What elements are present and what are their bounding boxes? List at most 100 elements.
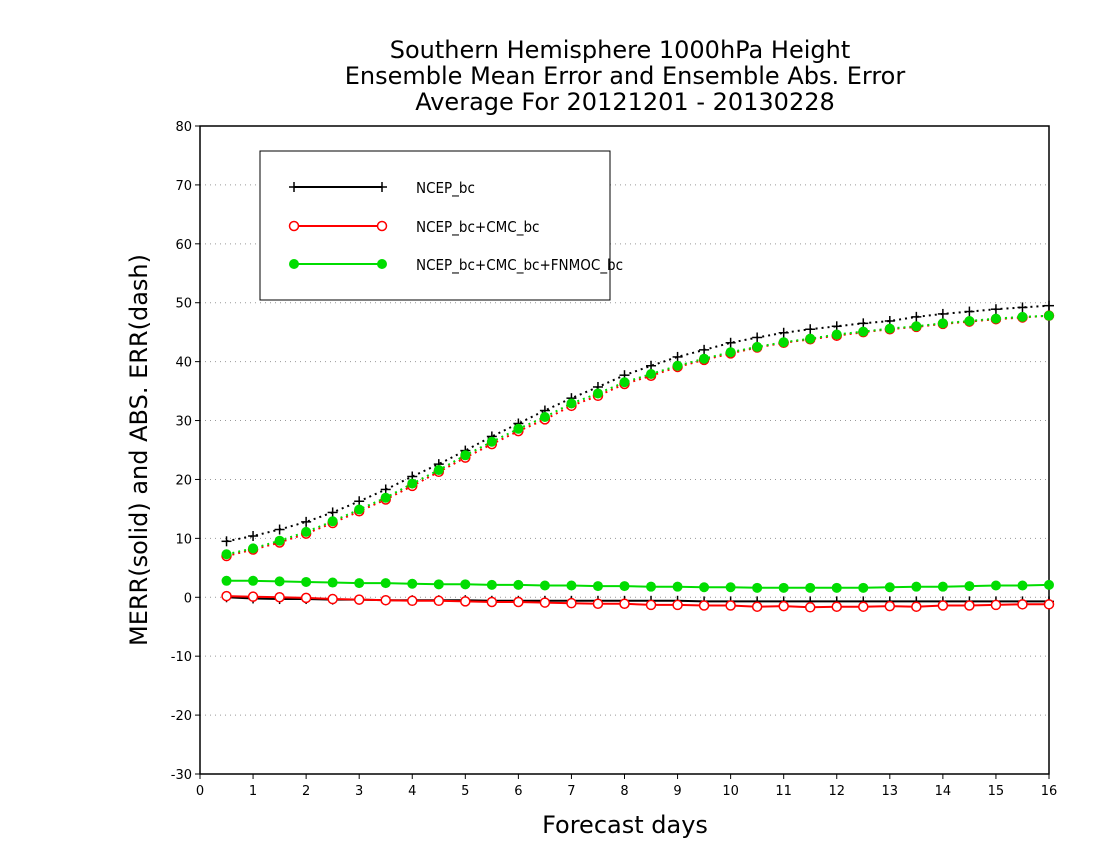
data-point-filled-circle [592, 581, 603, 592]
legend-label: NCEP_bc+CMC_bc [416, 218, 539, 237]
data-point-filled-circle [805, 333, 816, 344]
data-point-filled-circle [380, 492, 391, 503]
data-point-filled-circle [964, 315, 975, 326]
data-point-plus [248, 531, 259, 542]
data-point-filled-circle [911, 321, 922, 332]
data-point-filled-circle [539, 580, 550, 591]
data-point-filled-circle [699, 582, 710, 593]
y-axis-label: MERR(solid) and ABS. ERR(dash) [125, 254, 153, 646]
data-point-filled-circle [990, 313, 1001, 324]
data-point-filled-circle [884, 323, 895, 334]
data-point-plus [274, 524, 285, 535]
data-point-open-circle [725, 600, 736, 611]
chart-title-line-2: Ensemble Mean Error and Ensemble Abs. Er… [345, 62, 906, 90]
data-point-filled-circle [380, 578, 391, 589]
data-point-open-circle [619, 598, 630, 610]
data-point-filled-circle [354, 578, 365, 589]
data-point-filled-circle [289, 259, 299, 269]
data-point-open-circle [1043, 599, 1055, 610]
data-point-open-circle [804, 602, 816, 613]
data-point-plus [752, 332, 763, 343]
x-tick-label: 2 [302, 784, 310, 799]
data-point-plus [1044, 300, 1054, 311]
series-0 [221, 300, 1054, 607]
chart-title-line-1: Southern Hemisphere 1000hPa Height [390, 36, 850, 64]
data-point-open-circle [858, 601, 869, 612]
data-point-plus [672, 351, 683, 362]
data-point-open-circle [407, 595, 418, 607]
data-point-filled-circle [858, 582, 869, 593]
series-merr-line [226, 579, 1050, 589]
data-point-filled-circle [274, 576, 285, 587]
data-point-open-circle [353, 594, 365, 605]
data-point-open-circle [566, 597, 577, 609]
series-abs-err-line [226, 314, 1050, 557]
chart-title-line-3: Average For 20121201 - 20130228 [415, 88, 835, 116]
data-point-open-circle [433, 595, 445, 607]
legend-entry: NCEP_bc+CMC_bc [288, 218, 539, 237]
data-point-filled-circle [990, 580, 1001, 591]
data-point-filled-circle [619, 377, 630, 388]
data-point-filled-circle [327, 577, 338, 588]
x-tick-label: 5 [461, 784, 469, 799]
series-layer [221, 300, 1055, 613]
x-tick-label: 12 [828, 784, 845, 799]
data-point-filled-circle [619, 581, 630, 592]
data-point-open-circle [513, 596, 524, 608]
data-point-plus [725, 337, 736, 348]
x-tick-label: 16 [1041, 784, 1058, 799]
data-point-plus [805, 324, 816, 335]
data-point-filled-circle [964, 581, 975, 592]
legend: NCEP_bc NCEP_bc+CMC_bc NCEP_bc+CMC_bc+FNMO… [259, 150, 623, 301]
data-point-plus [289, 182, 299, 192]
data-point-filled-circle [1017, 580, 1028, 591]
data-point-open-circle [592, 598, 604, 610]
x-tick-label: 0 [196, 784, 204, 799]
data-point-filled-circle [248, 575, 259, 586]
data-point-filled-circle [274, 535, 285, 546]
data-point-plus [301, 516, 312, 527]
data-point-filled-circle [884, 582, 895, 593]
data-point-filled-circle [858, 326, 869, 337]
data-point-open-circle [751, 601, 763, 612]
x-tick-label: 3 [355, 784, 363, 799]
x-tick-label: 8 [620, 784, 628, 799]
data-point-plus [911, 311, 922, 322]
series-1 [221, 310, 1055, 613]
data-point-open-circle [288, 220, 300, 232]
x-tick-label: 9 [673, 784, 681, 799]
x-tick-label: 11 [775, 784, 792, 799]
data-point-open-circle [221, 590, 232, 602]
y-tick-label: 60 [175, 238, 192, 253]
data-point-open-circle [247, 591, 259, 602]
data-point-filled-circle [937, 318, 948, 329]
data-point-plus [221, 536, 232, 547]
data-point-open-circle [911, 601, 922, 612]
data-point-filled-circle [752, 582, 763, 593]
y-tick-label: 20 [175, 473, 192, 488]
data-point-plus [327, 507, 338, 518]
data-point-filled-circle [486, 579, 497, 590]
y-tick-label: 40 [175, 356, 192, 371]
x-tick-label: 14 [935, 784, 952, 799]
data-point-filled-circle [805, 582, 816, 593]
data-point-open-circle [460, 596, 471, 607]
x-tick-label: 15 [988, 784, 1005, 799]
data-point-filled-circle [301, 526, 312, 537]
x-tick-label: 13 [882, 784, 899, 799]
data-point-plus [699, 344, 710, 355]
data-point-open-circle [831, 601, 842, 612]
y-tick-label: 50 [175, 297, 192, 312]
data-point-filled-circle [646, 369, 657, 380]
data-point-filled-circle [566, 580, 577, 591]
x-axis-label: Forecast days [542, 811, 708, 839]
data-point-open-circle [645, 599, 657, 611]
data-point-filled-circle [460, 579, 471, 590]
data-point-filled-circle [699, 353, 710, 364]
x-tick-label: 1 [249, 784, 257, 799]
y-tick-label: -10 [171, 650, 192, 665]
data-point-open-circle [486, 596, 498, 608]
data-point-filled-circle [513, 579, 524, 590]
data-point-filled-circle [327, 516, 338, 527]
data-point-open-circle [672, 599, 683, 611]
